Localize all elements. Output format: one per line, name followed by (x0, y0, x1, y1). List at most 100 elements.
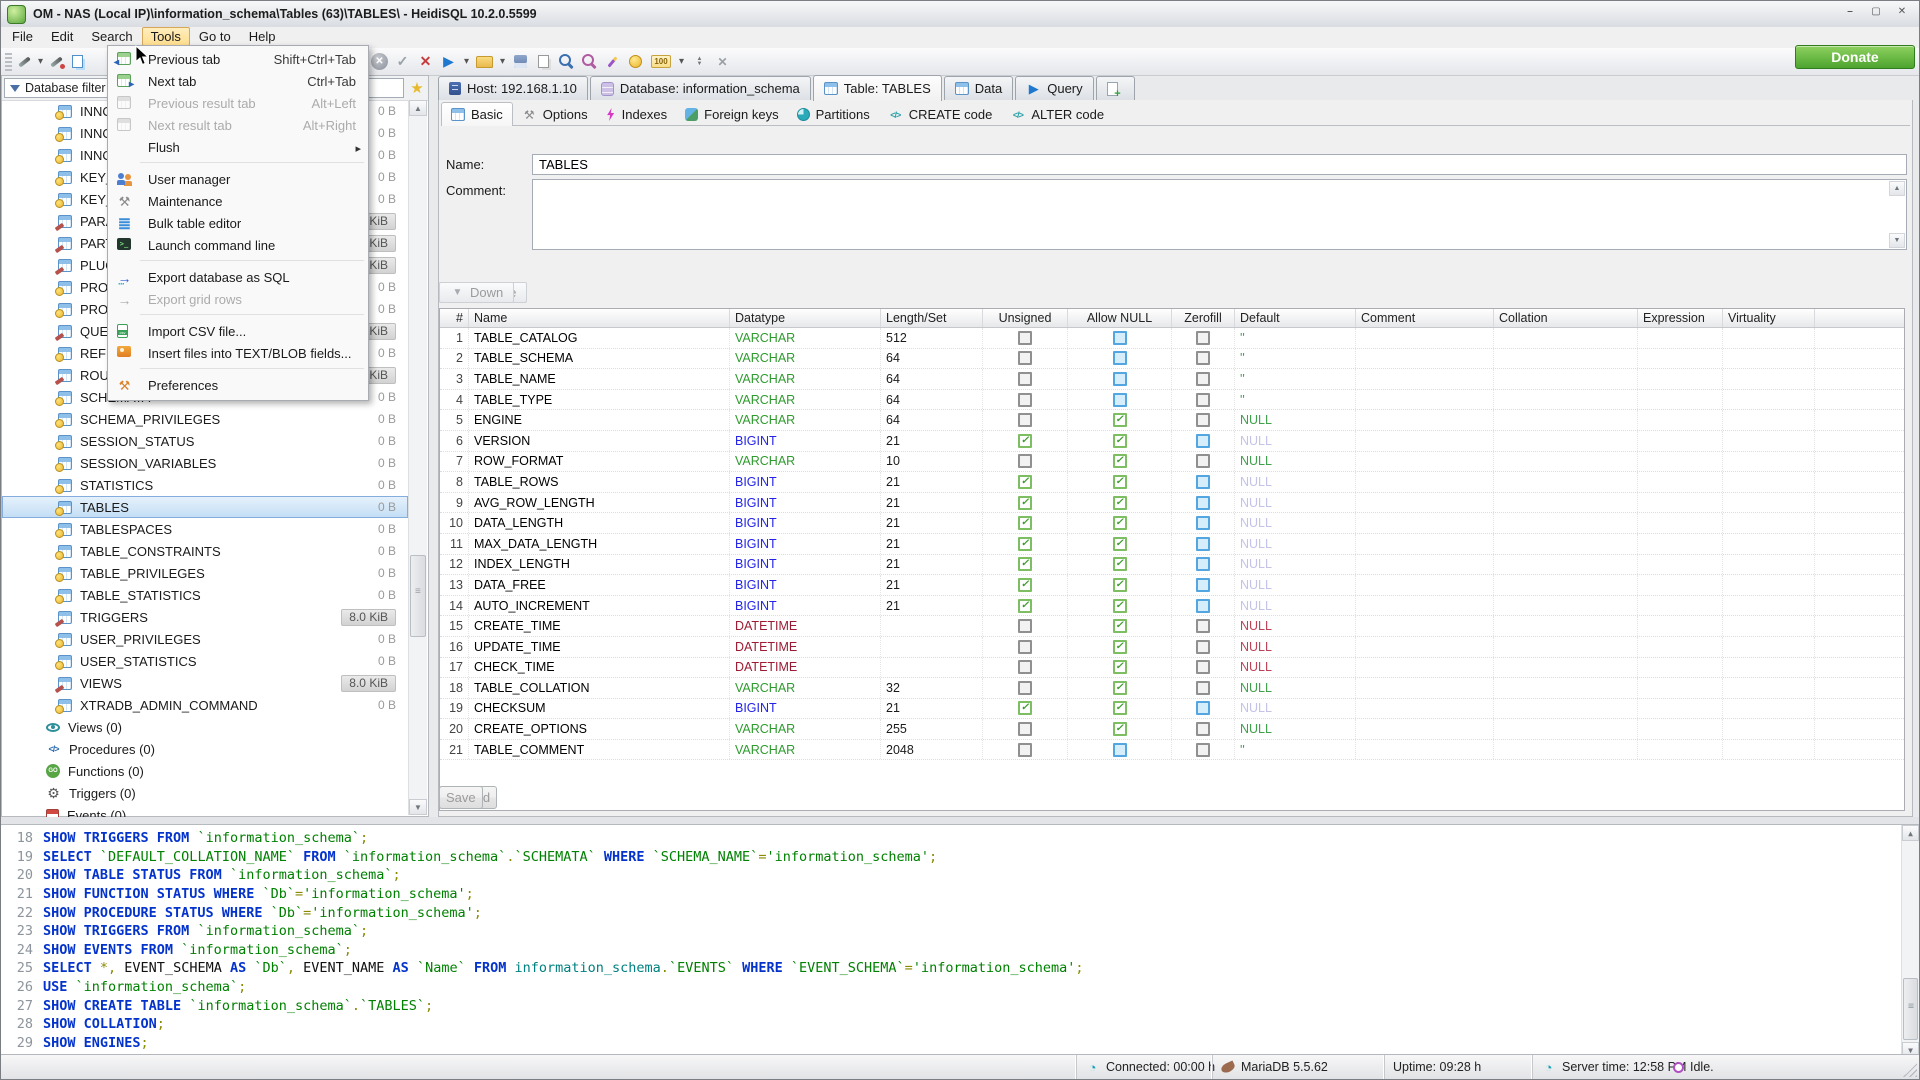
allow-null-checkbox[interactable] (1112, 742, 1127, 757)
maximize-icon[interactable] (1867, 4, 1885, 19)
unsigned-checkbox[interactable] (1018, 433, 1032, 448)
highlight-icon[interactable] (625, 51, 646, 72)
tree-item[interactable]: Procedures (0) (2, 738, 408, 760)
column-datatype-cell[interactable]: BIGINT (730, 554, 881, 575)
column-datatype-cell[interactable]: VARCHAR (730, 348, 881, 369)
column-default-cell[interactable]: NULL (1235, 636, 1356, 657)
column-expression-cell[interactable] (1638, 616, 1723, 636)
column-comment-cell[interactable] (1356, 389, 1494, 410)
tab-basic[interactable]: Basic (441, 102, 513, 126)
tree-item[interactable]: KEY_ 0 B (2, 188, 408, 210)
column-virtuality-cell[interactable] (1723, 698, 1815, 719)
tools-menu-item[interactable]: Export database as SQL (108, 267, 368, 289)
column-expression-cell[interactable] (1638, 554, 1723, 575)
column-virtuality-cell[interactable] (1723, 451, 1815, 472)
column-default-cell[interactable]: NULL (1235, 657, 1356, 678)
unsigned-checkbox[interactable] (1018, 598, 1032, 613)
tab-partitions[interactable]: Partitions (788, 104, 879, 125)
column-length-cell[interactable]: 10 (881, 451, 983, 472)
column-expression-cell[interactable] (1638, 657, 1723, 678)
tools-menu-item[interactable]: Bulk table editor (108, 213, 368, 235)
column-length-cell[interactable] (881, 657, 983, 678)
tools-menu-item[interactable] (108, 162, 368, 169)
unsigned-checkbox[interactable] (1018, 495, 1032, 510)
column-virtuality-cell[interactable] (1723, 369, 1815, 389)
zerofill-checkbox[interactable] (1196, 619, 1210, 634)
connect-icon[interactable] (14, 51, 35, 72)
column-collation-cell[interactable] (1494, 698, 1638, 719)
column-virtuality-cell[interactable] (1723, 678, 1815, 698)
menu-goto[interactable]: Go to (198, 29, 231, 44)
column-length-cell[interactable]: 21 (881, 472, 983, 492)
zerofill-checkbox[interactable] (1196, 701, 1210, 716)
column-datatype-cell[interactable]: BIGINT (730, 472, 881, 492)
grid-header-cell[interactable]: Length/Set (881, 309, 983, 327)
column-expression-cell[interactable] (1638, 698, 1723, 719)
column-virtuality-cell[interactable] (1723, 657, 1815, 678)
column-datatype-cell[interactable]: VARCHAR (730, 410, 881, 430)
menu-file[interactable]: File (12, 29, 33, 44)
tools-menu-item[interactable]: Previous tab Shift+Ctrl+Tab (108, 49, 368, 71)
column-length-cell[interactable] (881, 636, 983, 657)
unsigned-checkbox[interactable] (1018, 351, 1032, 366)
column-length-cell[interactable]: 21 (881, 698, 983, 719)
column-collation-cell[interactable] (1494, 719, 1638, 739)
column-default-cell[interactable]: NULL (1235, 616, 1356, 636)
column-default-cell[interactable]: '' (1235, 389, 1356, 410)
column-expression-cell[interactable] (1638, 739, 1723, 760)
reformat-sql-icon[interactable] (602, 51, 623, 72)
log-scrollbar[interactable]: ▲ ▼ (1901, 825, 1919, 1058)
run-query-dropdown-icon[interactable] (461, 51, 472, 72)
column-length-cell[interactable]: 21 (881, 575, 983, 595)
column-datatype-cell[interactable]: DATETIME (730, 657, 881, 678)
column-comment-cell[interactable] (1356, 636, 1494, 657)
column-virtuality-cell[interactable] (1723, 513, 1815, 533)
unsigned-checkbox[interactable] (1018, 619, 1032, 634)
close-icon[interactable] (1893, 4, 1911, 19)
unsigned-checkbox[interactable] (1018, 660, 1032, 675)
column-expression-cell[interactable] (1638, 389, 1723, 410)
tree-item[interactable]: TABLE_PRIVILEGES 0 B (2, 562, 408, 584)
column-default-cell[interactable]: NULL (1235, 492, 1356, 513)
column-datatype-cell[interactable]: VARCHAR (730, 739, 881, 760)
column-default-cell[interactable]: '' (1235, 348, 1356, 369)
column-row[interactable]: 3 TABLE_NAME VARCHAR 64 '' (440, 369, 1904, 390)
zoom-100-icon[interactable] (648, 51, 674, 72)
sort-icon[interactable] (689, 51, 710, 72)
tools-menu-item[interactable]: Flush (108, 137, 368, 159)
column-row[interactable]: 16 UPDATE_TIME DATETIME NULL (440, 636, 1904, 658)
grid-header-cell[interactable]: # (440, 309, 469, 327)
column-virtuality-cell[interactable] (1723, 719, 1815, 739)
save-icon[interactable] (510, 51, 531, 72)
tree-item[interactable]: USER_PRIVILEGES 0 B (2, 628, 408, 650)
column-default-cell[interactable]: NULL (1235, 678, 1356, 698)
column-length-cell[interactable]: 64 (881, 348, 983, 369)
tree-item[interactable]: TABLE_STATISTICS 0 B (2, 584, 408, 606)
post-edit-icon[interactable] (392, 51, 413, 72)
column-collation-cell[interactable] (1494, 533, 1638, 554)
column-name-cell[interactable]: TABLE_ROWS (469, 472, 730, 492)
tree-item[interactable]: SCHEMA_PRIVILEGES 0 B (2, 408, 408, 430)
tree-item[interactable]: KEY_ 0 B (2, 166, 408, 188)
column-datatype-cell[interactable]: BIGINT (730, 698, 881, 719)
column-default-cell[interactable]: NULL (1235, 719, 1356, 739)
allow-null-checkbox[interactable] (1112, 598, 1127, 613)
zerofill-checkbox[interactable] (1196, 742, 1210, 757)
column-collation-cell[interactable] (1494, 389, 1638, 410)
tab-table[interactable]: Table: TABLES (812, 75, 942, 101)
open-file-dropdown-icon[interactable] (497, 51, 508, 72)
save-button[interactable]: Save (439, 786, 483, 809)
column-expression-cell[interactable] (1638, 430, 1723, 451)
column-length-cell[interactable]: 21 (881, 492, 983, 513)
zerofill-checkbox[interactable] (1196, 660, 1210, 675)
column-virtuality-cell[interactable] (1723, 410, 1815, 430)
column-expression-cell[interactable] (1638, 533, 1723, 554)
column-expression-cell[interactable] (1638, 719, 1723, 739)
unsigned-checkbox[interactable] (1018, 701, 1032, 716)
column-row[interactable]: 7 ROW_FORMAT VARCHAR 10 NULL (440, 451, 1904, 473)
column-collation-cell[interactable] (1494, 451, 1638, 472)
column-name-cell[interactable]: TABLE_SCHEMA (469, 348, 730, 369)
tools-menu-item[interactable] (108, 260, 368, 267)
column-datatype-cell[interactable]: BIGINT (730, 533, 881, 554)
column-name-cell[interactable]: MAX_DATA_LENGTH (469, 533, 730, 554)
